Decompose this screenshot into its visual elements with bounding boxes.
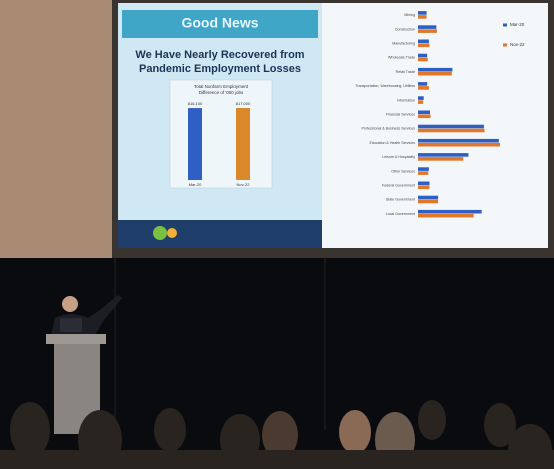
podium-top [46, 334, 106, 344]
bar [418, 96, 424, 100]
bar [418, 153, 468, 157]
bar [418, 25, 436, 29]
legend-label: Mar-20 [510, 22, 525, 27]
value-label: 816,100 [188, 101, 203, 106]
category-label: Education & Health Services [369, 141, 415, 145]
bar [418, 68, 452, 72]
bar [418, 72, 452, 76]
bar [418, 214, 474, 218]
x-tick-label: Mar-20 [189, 182, 202, 187]
category-label: Local Government [386, 212, 415, 216]
left-chart-subtitle: Difference of '000 jobs [199, 90, 244, 95]
bar [418, 125, 484, 129]
bar [418, 143, 500, 147]
bar [418, 196, 438, 200]
left-chart-box [170, 80, 272, 188]
bar [418, 44, 429, 48]
speaker-head [62, 296, 78, 312]
slide-footer [118, 220, 322, 248]
bar [418, 11, 427, 15]
bar [418, 58, 428, 62]
laptop [60, 318, 82, 332]
heading: We Have Nearly Recovered from Pandemic E… [128, 48, 312, 76]
bar [418, 157, 463, 161]
category-label: Wholesale Trade [388, 56, 415, 60]
bar [418, 115, 431, 119]
bar [418, 82, 427, 86]
category-label: State Government [386, 198, 415, 202]
bar [418, 40, 429, 44]
left-chart-title: Total Nonfarm Employment [194, 84, 249, 89]
x-tick-label: Nov-22 [237, 182, 251, 187]
legend-swatch [503, 24, 507, 27]
bar [418, 139, 499, 143]
category-label: Financial Services [386, 112, 415, 116]
category-label: Professional & Business Services [361, 127, 415, 131]
bar [418, 200, 438, 204]
category-label: Mining [404, 13, 415, 17]
banner-text: Good News [181, 15, 258, 31]
bar [418, 210, 482, 214]
logo [167, 228, 177, 238]
bar [418, 100, 423, 104]
value-label: 817,000 [236, 101, 251, 106]
category-label: Manufacturing [392, 41, 415, 45]
bar [418, 29, 437, 33]
logo [153, 226, 167, 240]
category-label: Federal Government [382, 183, 415, 187]
bar [418, 182, 429, 186]
bar [418, 186, 429, 190]
bar [418, 171, 428, 175]
bar [418, 111, 430, 115]
bar [418, 167, 429, 171]
heading-box: We Have Nearly Recovered from Pandemic E… [128, 48, 312, 84]
photo: Good News We Have Nearly Recovered from … [0, 0, 554, 469]
bar [188, 108, 202, 180]
category-label: Other Services [391, 169, 415, 173]
category-label: Construction [395, 27, 415, 31]
bar [418, 54, 427, 58]
category-label: Transportation, Warehousing, Utilities [355, 84, 415, 88]
bar [418, 86, 429, 90]
category-label: Retail Trade [396, 70, 415, 74]
category-label: Information [397, 98, 415, 102]
legend-swatch [503, 44, 507, 47]
bar [236, 108, 250, 180]
category-label: Leisure & Hospitality [382, 155, 415, 159]
legend-label: Nov-22 [510, 42, 525, 47]
bar [418, 129, 485, 133]
bar [418, 15, 427, 19]
